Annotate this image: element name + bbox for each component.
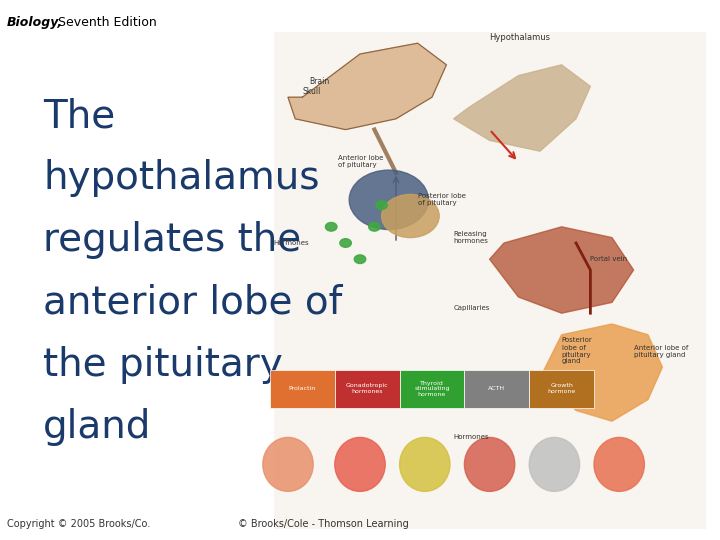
Text: hypothalamus: hypothalamus [43, 159, 320, 197]
Polygon shape [454, 65, 590, 151]
Text: Biology,: Biology, [7, 16, 63, 29]
Text: Hypothalamus: Hypothalamus [490, 33, 551, 42]
Text: Hormones: Hormones [274, 240, 309, 246]
Text: gland: gland [43, 408, 152, 445]
Text: Capillaries: Capillaries [454, 305, 490, 311]
Ellipse shape [400, 437, 450, 491]
Polygon shape [540, 324, 662, 421]
Text: regulates the: regulates the [43, 221, 302, 259]
Polygon shape [490, 227, 634, 313]
Text: Portal vein: Portal vein [590, 256, 628, 262]
Circle shape [354, 255, 366, 264]
Circle shape [349, 170, 428, 230]
Ellipse shape [464, 437, 515, 491]
Text: Gonadotropic
hormones: Gonadotropic hormones [346, 383, 389, 394]
FancyBboxPatch shape [400, 370, 464, 408]
Text: The: The [43, 97, 115, 135]
Text: Posterior
lobe of
pituitary
gland: Posterior lobe of pituitary gland [562, 338, 593, 364]
Text: Hormones: Hormones [454, 434, 489, 441]
FancyBboxPatch shape [529, 370, 594, 408]
FancyBboxPatch shape [335, 370, 400, 408]
Ellipse shape [594, 437, 644, 491]
Circle shape [376, 201, 387, 210]
Text: Releasing
hormones: Releasing hormones [454, 231, 488, 244]
Circle shape [340, 239, 351, 247]
Text: Copyright © 2005 Brooks/Co.: Copyright © 2005 Brooks/Co. [7, 519, 150, 529]
Text: Posterior lobe
of pituitary: Posterior lobe of pituitary [418, 193, 465, 206]
Text: Growth
hormone: Growth hormone [547, 383, 576, 394]
Text: Thyroid
stimulating
hormone: Thyroid stimulating hormone [414, 381, 450, 397]
Circle shape [369, 222, 380, 231]
Ellipse shape [335, 437, 385, 491]
Ellipse shape [529, 437, 580, 491]
FancyBboxPatch shape [270, 370, 335, 408]
Text: Skull: Skull [302, 87, 321, 96]
Text: anterior lobe of: anterior lobe of [43, 284, 343, 321]
Text: Prolactin: Prolactin [289, 386, 316, 391]
Circle shape [382, 194, 439, 238]
Text: ACTH: ACTH [488, 386, 505, 391]
FancyBboxPatch shape [274, 32, 706, 529]
Ellipse shape [263, 437, 313, 491]
Circle shape [325, 222, 337, 231]
Text: Anterior lobe of
pituitary gland: Anterior lobe of pituitary gland [634, 345, 688, 357]
Text: Brain: Brain [310, 77, 330, 85]
Text: Seventh Edition: Seventh Edition [54, 16, 157, 29]
Text: © Brooks/Cole - Thomson Learning: © Brooks/Cole - Thomson Learning [238, 519, 408, 529]
Text: Anterior lobe
of pituitary: Anterior lobe of pituitary [338, 156, 384, 168]
Text: the pituitary: the pituitary [43, 346, 283, 383]
FancyBboxPatch shape [464, 370, 529, 408]
Polygon shape [288, 43, 446, 130]
